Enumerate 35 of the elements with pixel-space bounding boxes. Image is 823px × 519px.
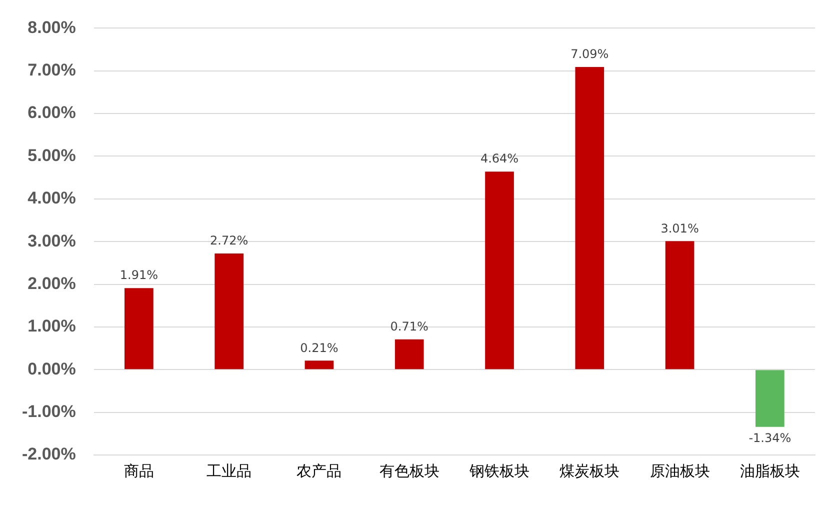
data-label: 0.71% (390, 319, 428, 334)
y-tick-label: 2.00% (28, 274, 76, 293)
x-tick-label: 农产品 (296, 462, 342, 480)
bar (394, 339, 424, 370)
data-label: 0.21% (300, 340, 338, 355)
x-tick-label: 商品 (124, 462, 154, 480)
y-tick-label: 0.00% (28, 359, 76, 378)
y-tick-label: 1.00% (28, 316, 76, 336)
data-label: 2.72% (210, 234, 248, 248)
bar (214, 254, 244, 370)
bar (575, 67, 604, 370)
x-tick-label: 有色板块 (379, 462, 440, 480)
bar (485, 172, 514, 370)
x-tick-label: 钢铁板块 (468, 462, 530, 480)
y-tick-label: -2.00% (22, 444, 76, 464)
x-tick-label: 工业品 (206, 462, 252, 480)
x-tick-label: 油脂板块 (740, 462, 800, 480)
y-tick-label: 7.00% (28, 60, 76, 80)
data-label: -1.34% (748, 430, 792, 445)
data-label: 4.64% (480, 152, 519, 166)
bar (756, 370, 784, 427)
y-tick-label: 4.00% (28, 188, 76, 208)
y-tick-label: 5.00% (28, 146, 76, 165)
bar (665, 241, 694, 370)
bar (124, 288, 154, 370)
y-tick-label: 3.00% (28, 231, 76, 250)
y-tick-label: 6.00% (28, 103, 76, 122)
data-label: 7.09% (570, 47, 609, 62)
data-label: 3.01% (660, 221, 699, 236)
x-tick-label: 原油板块 (650, 462, 710, 480)
x-tick-label: 煤炭板块 (560, 462, 620, 480)
y-tick-label: -1.00% (22, 402, 76, 422)
bar (304, 360, 334, 370)
data-label: 1.91% (120, 268, 158, 282)
y-tick-label: 8.00% (28, 18, 76, 37)
